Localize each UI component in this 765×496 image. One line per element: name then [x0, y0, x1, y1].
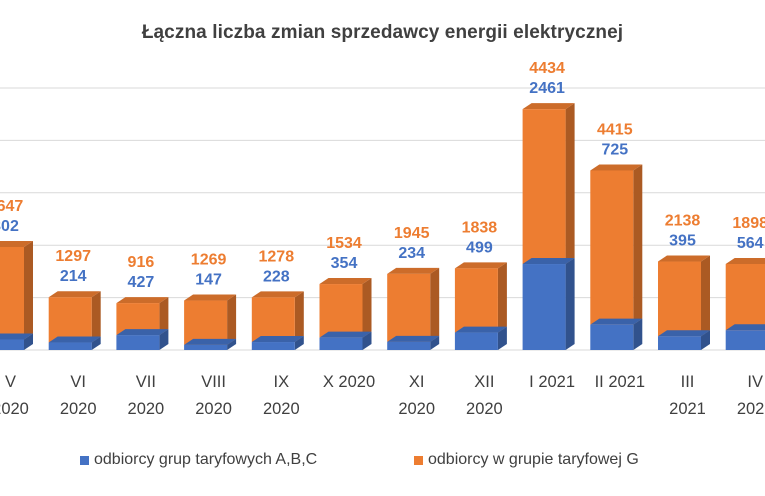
bar-segment-abc — [0, 333, 33, 350]
bar-segment-g — [725, 257, 765, 331]
bar-segment-abc — [522, 258, 575, 350]
legend-item-abc: odbiorcy grup taryfowych A,B,C — [80, 451, 317, 469]
data-label-abc: 302 — [0, 218, 19, 235]
bar-segment-g — [387, 267, 440, 342]
legend-label-g: odbiorcy w grupie taryfowej G — [428, 451, 639, 468]
chart-title: Łączna liczba zmian sprzedawcy energii e… — [141, 22, 624, 43]
bar-segment-abc — [184, 338, 237, 350]
x-tick-label: 2020 — [195, 400, 232, 418]
data-label-abc: 354 — [331, 255, 358, 272]
x-tick-label: 2020 — [398, 400, 435, 418]
bar-segment-g — [590, 164, 643, 325]
data-label-g: 1269 — [191, 252, 227, 269]
data-label-g: 1945 — [394, 225, 430, 242]
bar-segment-g — [0, 240, 33, 340]
bar-segment-abc — [658, 330, 710, 350]
bar-segment-g — [48, 291, 101, 343]
x-tick-label: X 2020 — [323, 373, 375, 391]
bar-segment-abc — [319, 331, 372, 350]
data-label-g: 1278 — [259, 248, 295, 265]
x-tick-label: 2020 — [0, 400, 29, 418]
bar-segment-abc — [251, 336, 304, 350]
data-label-abc: 234 — [398, 245, 425, 262]
bar-segment-g — [454, 262, 507, 333]
x-tick-label: 2020 — [60, 400, 97, 418]
x-tick-label: V — [5, 373, 16, 391]
data-label-abc: 427 — [128, 274, 155, 291]
bars — [0, 103, 765, 350]
data-label-g: 1297 — [55, 248, 91, 265]
x-tick-label: I 2021 — [529, 373, 575, 391]
data-label-g: 2647 — [0, 198, 23, 215]
x-tick-label: IX — [274, 373, 290, 391]
x-tick-label: II 2021 — [595, 373, 645, 391]
data-label-abc: 499 — [466, 239, 493, 256]
bar-segment-g — [184, 294, 237, 345]
bar-segment-g — [251, 291, 304, 343]
data-label-g: 1838 — [462, 219, 498, 236]
data-label-abc: 2461 — [529, 80, 565, 97]
data-label-abc: 147 — [195, 272, 222, 289]
legend-swatch-g — [414, 455, 423, 465]
data-label-g: 1898 — [732, 215, 765, 232]
x-tick-label: VI — [70, 373, 86, 391]
data-label-abc: 564 — [737, 235, 764, 252]
x-tick-label: 2021 — [669, 400, 706, 418]
x-tick-label: XI — [409, 373, 425, 391]
data-label-abc: 214 — [60, 268, 87, 285]
data-label-g: 1534 — [326, 235, 362, 252]
legend-item-g: odbiorcy w grupie taryfowej G — [414, 451, 639, 469]
data-label-g: 4434 — [529, 60, 565, 77]
x-tick-label: 2020 — [466, 400, 503, 418]
bar-segment-abc — [454, 326, 507, 350]
x-tick-label: VIII — [201, 373, 226, 391]
category-labels: V 2020 VI 2020 VII 2020 VIII 2020 IX 2020 X 2020 XI… — [0, 373, 765, 418]
bar-segment-g — [319, 278, 372, 338]
data-label-g: 916 — [128, 254, 155, 271]
bar-segment-abc — [48, 336, 101, 350]
bar-segment-abc — [590, 318, 643, 350]
x-tick-label: IV — [747, 373, 763, 391]
bar-segment-abc — [725, 324, 765, 350]
legend-swatch-abc — [80, 455, 89, 465]
data-label-g: 4415 — [597, 121, 633, 138]
data-label-abc: 395 — [669, 233, 696, 250]
bar-segment-g — [522, 103, 575, 265]
x-tick-label: 2020 — [128, 400, 165, 418]
x-tick-label: 2021 — [737, 400, 765, 418]
bar-segment-abc — [387, 335, 440, 350]
x-tick-label: III — [681, 373, 695, 391]
data-labels: 2647 302 1297 214 916 427 1269 147 1278 228 1534 35… — [0, 60, 765, 291]
bar-segment-g — [658, 255, 710, 337]
x-tick-label: VII — [136, 373, 156, 391]
bar-segment-abc — [116, 329, 169, 350]
data-label-abc: 228 — [263, 268, 290, 285]
data-label-abc: 725 — [601, 141, 628, 158]
data-label-g: 2138 — [665, 213, 701, 230]
x-tick-label: XII — [474, 373, 494, 391]
legend-label-abc: odbiorcy grup taryfowych A,B,C — [94, 451, 318, 468]
x-tick-label: 2020 — [263, 400, 300, 418]
gridlines — [0, 87, 765, 351]
